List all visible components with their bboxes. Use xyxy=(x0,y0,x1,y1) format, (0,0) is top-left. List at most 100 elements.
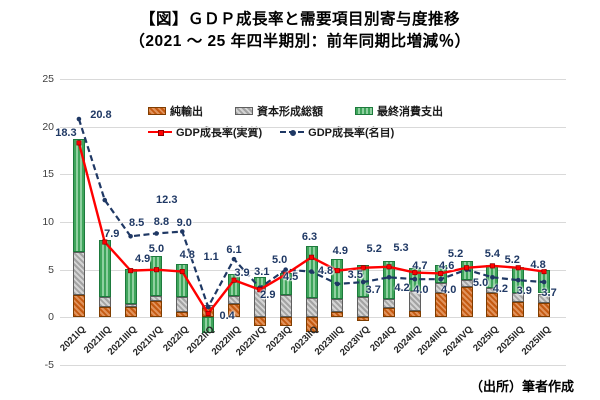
bar-segment-consumption xyxy=(253,277,266,288)
bar-segment-consumption xyxy=(124,268,137,304)
legend-bar-row: 純輸出 資本形成総額 最終消費支出 xyxy=(148,103,443,119)
bar-segment-consumption xyxy=(176,263,189,298)
bar-segment-net-exports xyxy=(512,302,525,318)
data-label-nominal: 6.1 xyxy=(226,244,242,257)
legend-label-net-exports: 純輸出 xyxy=(170,106,203,118)
bar-segment-consumption xyxy=(383,261,396,300)
grid-line xyxy=(60,174,566,176)
data-label-real: 5.3 xyxy=(393,241,409,254)
data-label-real: 4.8 xyxy=(179,248,195,261)
data-label-nominal: 5.0 xyxy=(472,276,489,289)
y-tick-label: 20 xyxy=(42,120,54,133)
real-gdp-line-icon xyxy=(148,129,172,136)
bar-segment-net-exports xyxy=(460,286,473,318)
chart-title-line1: 【図】ＧＤＰ成長率と需要項目別寄与度推移 xyxy=(139,11,460,28)
nominal-gdp-line-icon xyxy=(280,129,305,136)
bar-segment-net-exports xyxy=(331,311,344,318)
bar-segment-net-exports xyxy=(408,310,421,318)
nominal-point-marker xyxy=(76,116,82,122)
data-label-real: 4.8 xyxy=(530,258,546,271)
bar-segment-net-exports xyxy=(176,311,189,318)
data-label-nominal: 3.1 xyxy=(254,265,270,278)
nominal-point-marker xyxy=(102,197,108,203)
net-exports-swatch-icon xyxy=(148,107,166,115)
data-label-nominal: 4.0 xyxy=(441,284,457,297)
data-label-nominal: 12.3 xyxy=(156,194,178,207)
bar-segment-net-exports xyxy=(72,295,85,318)
data-label-nominal: 4.2 xyxy=(394,282,410,295)
legend-label-capital-formation: 資本形成総額 xyxy=(257,106,323,118)
nominal-point-marker xyxy=(179,229,185,234)
bar-segment-net-exports xyxy=(98,306,111,318)
legend-item-capital-formation: 資本形成総額 xyxy=(235,103,323,119)
bar-segment-capital-formation xyxy=(124,303,137,307)
capital-formation-swatch-icon xyxy=(235,107,253,115)
bar-segment-capital-formation xyxy=(305,298,318,318)
bar-segment-consumption xyxy=(72,139,85,252)
data-label-nominal: 8.8 xyxy=(153,216,170,229)
legend-item-net-exports: 純輸出 xyxy=(148,103,203,119)
data-label-real: 5.2 xyxy=(504,253,520,266)
y-tick-label: 5 xyxy=(48,263,54,276)
y-tick-label: 15 xyxy=(42,168,54,181)
data-label-nominal: 3.9 xyxy=(516,285,532,298)
nominal-point-marker xyxy=(231,256,237,262)
data-label-nominal: 20.8 xyxy=(90,109,112,122)
y-tick-label: 10 xyxy=(42,216,54,228)
bar-segment-net-exports xyxy=(305,317,318,332)
bar-segment-consumption xyxy=(150,256,163,297)
bar-segment-consumption xyxy=(202,317,215,333)
data-label-nominal: 3.5 xyxy=(347,268,363,281)
nominal-line-marker-icon xyxy=(290,129,297,136)
data-label-nominal: 4.2 xyxy=(492,283,509,296)
y-tick-label: -5 xyxy=(44,359,54,371)
y-tick-label: 25 xyxy=(42,73,54,85)
bar-segment-net-exports xyxy=(357,317,370,322)
real-line-marker-icon xyxy=(158,129,164,136)
bar-segment-capital-formation xyxy=(202,304,215,308)
bar-segment-net-exports xyxy=(434,292,447,318)
data-label-nominal: 5.0 xyxy=(272,253,288,266)
bar-segment-net-exports xyxy=(486,292,499,318)
data-label-real: 4.5 xyxy=(283,271,299,284)
data-label-real: 4.9 xyxy=(332,244,348,257)
nominal-point-marker xyxy=(128,234,133,239)
legend-item-consumption: 最終消費支出 xyxy=(355,103,443,119)
chart-title: 【図】ＧＤＰ成長率と需要項目別寄与度推移 （2021 ～ 25 年四半期別：前年… xyxy=(0,9,600,54)
data-label-real: 3.9 xyxy=(234,267,250,280)
bar-segment-capital-formation xyxy=(150,296,163,302)
nominal-point-marker xyxy=(154,231,159,236)
grid-line xyxy=(60,365,566,366)
data-label-real: 5.0 xyxy=(148,242,165,255)
bar-segment-net-exports xyxy=(383,307,396,318)
bar-segment-capital-formation xyxy=(72,251,85,296)
data-label-nominal: 8.5 xyxy=(128,217,145,230)
y-tick-label: 0 xyxy=(48,311,54,324)
data-label-nominal: 3.7 xyxy=(365,284,381,297)
bar-segment-capital-formation xyxy=(279,295,292,318)
bar-segment-capital-formation xyxy=(357,297,370,318)
data-label-real: 4.9 xyxy=(134,252,151,265)
data-label-real: 7.9 xyxy=(104,228,120,241)
grid-line xyxy=(60,79,566,80)
bar-segment-net-exports xyxy=(279,317,292,326)
consumption-swatch-icon xyxy=(355,107,373,115)
data-label-real: 18.3 xyxy=(55,126,77,139)
data-label-nominal: 4.8 xyxy=(317,264,334,277)
data-label-nominal: 3.7 xyxy=(541,287,557,300)
legend: 純輸出 資本形成総額 最終消費支出 GDP成長率(実質) GDP成長率(名目) xyxy=(148,103,443,140)
bar-segment-capital-formation xyxy=(98,297,111,307)
bar-segment-capital-formation xyxy=(331,299,344,312)
data-label-real: 4.7 xyxy=(412,259,428,272)
data-label-real: 5.4 xyxy=(484,247,501,260)
data-label-real: 4.6 xyxy=(439,260,455,273)
bar-segment-capital-formation xyxy=(227,296,240,304)
source-note: （出所）筆者作成 xyxy=(469,379,574,394)
data-label-nominal: 9.0 xyxy=(176,216,192,229)
data-label-real: 6.3 xyxy=(301,231,318,244)
bar-segment-consumption xyxy=(98,240,111,298)
legend-label-consumption: 最終消費支出 xyxy=(377,106,443,118)
bar-segment-capital-formation xyxy=(460,280,473,287)
data-label-nominal: 1.1 xyxy=(203,250,219,263)
